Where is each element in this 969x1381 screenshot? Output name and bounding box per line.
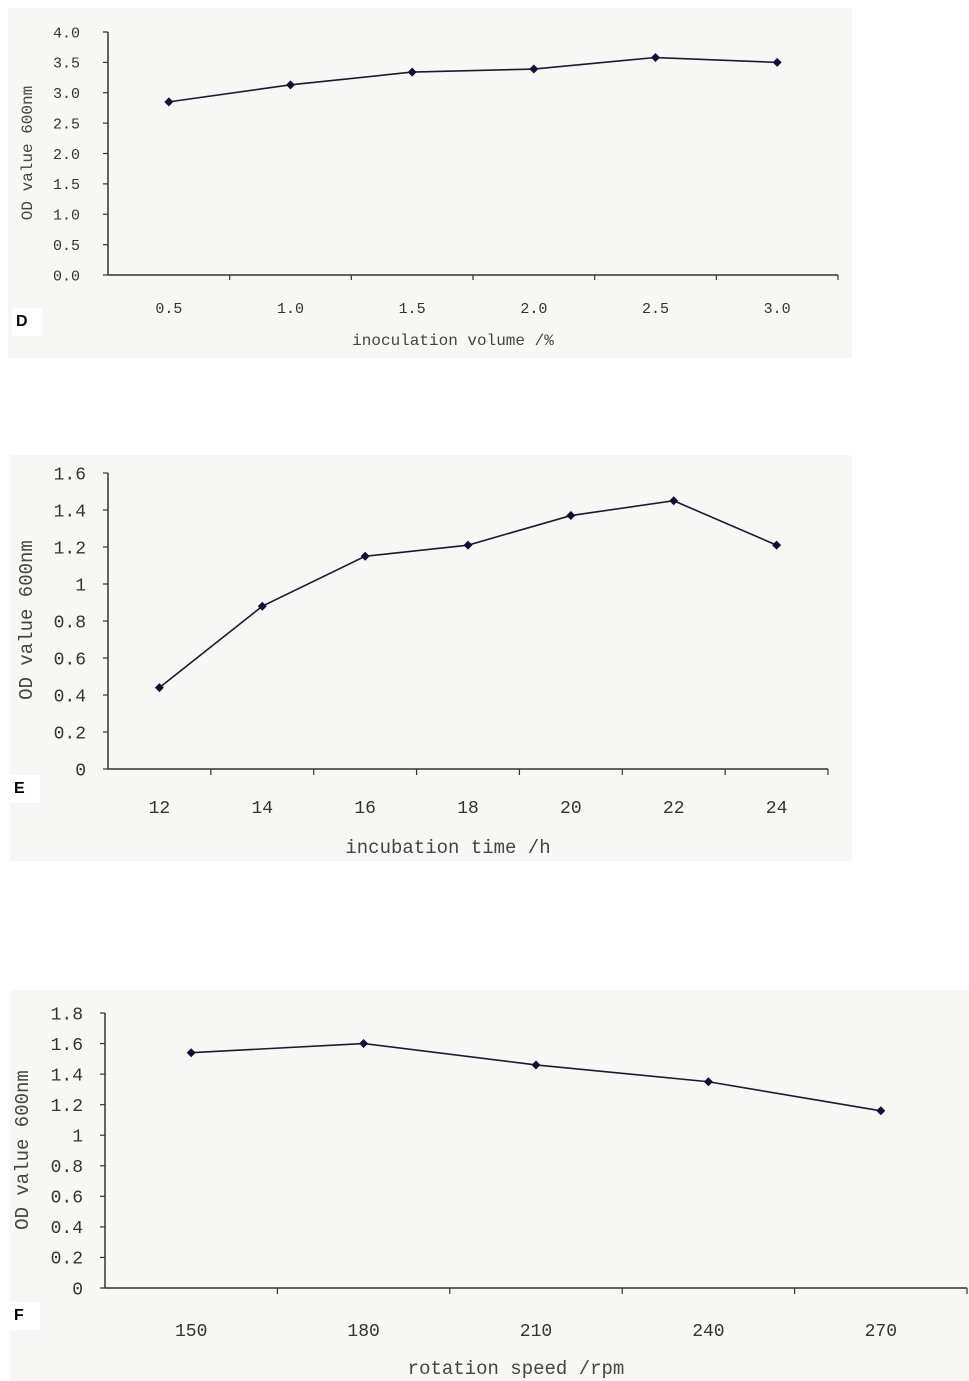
y-tick-label: 2.5	[53, 116, 80, 133]
y-tick-label: 0.6	[51, 1189, 83, 1209]
x-tick-label: 2.5	[642, 301, 669, 318]
x-tick-label: 1.5	[399, 301, 426, 318]
y-tick-label: 0.8	[54, 613, 86, 633]
panel-letter-f: F	[10, 1302, 40, 1330]
y-tick-label: 1.8	[51, 1005, 83, 1025]
chart-panel-e: 0 0.2 0.4 0.6 0.8 1 1.2 1.4 1.6 12 14 16 18 20 22 24 inc…	[10, 455, 852, 861]
x-tick-label: 14	[251, 799, 273, 819]
data-point	[669, 496, 679, 506]
y-tick-label: 4.0	[53, 25, 80, 42]
y-tick-label: 0	[72, 1280, 83, 1300]
y-axis-title: OD value 600nm	[16, 540, 38, 700]
chart-panel-d: 0.0 0.5 1.0 1.5 2.0 2.5 3.0 3.5 4.0 0.5 1.0 1.5 2.0 2…	[8, 8, 852, 358]
panel-letter-e: E	[10, 775, 40, 803]
panel-letter-d: D	[12, 308, 42, 336]
y-tick-label: 1	[75, 576, 86, 596]
x-tick-label: 3.0	[764, 301, 791, 318]
x-tick-label: 20	[560, 799, 582, 819]
x-axis-title: rotation speed /rpm	[408, 1358, 625, 1380]
y-tick-label: 1.5	[53, 177, 80, 194]
data-point	[286, 80, 295, 90]
series-line	[191, 1042, 881, 1112]
x-tick-label: 16	[354, 799, 376, 819]
series-line	[168, 56, 778, 103]
chart-e-svg: 0 0.2 0.4 0.6 0.8 1 1.2 1.4 1.6 12 14 16 18 20 22 24 inc…	[16, 465, 829, 859]
x-axis-title: incubation time /h	[345, 837, 550, 859]
x-tick-label: 180	[347, 1322, 379, 1342]
x-tick-label: 0.5	[155, 301, 182, 318]
x-tick-label: 270	[865, 1322, 897, 1342]
data-point	[360, 551, 370, 561]
y-tick-label: 0	[75, 761, 86, 781]
data-point	[651, 53, 660, 63]
data-point	[257, 601, 267, 611]
y-tick-label: 0.0	[53, 268, 80, 285]
data-point	[531, 1060, 541, 1070]
y-axis-title: OD value 600nm	[19, 86, 37, 220]
x-tick-label: 12	[149, 799, 171, 819]
y-tick-label: 0.4	[51, 1219, 83, 1239]
y-tick-label: 1	[72, 1128, 83, 1148]
data-point	[407, 67, 417, 77]
chart-panel-f: 0 0.2 0.4 0.6 0.8 1 1.2 1.4 1.6 1.8 150 180 210 240 27…	[10, 990, 969, 1381]
data-point	[154, 683, 164, 693]
chart-f-svg: 0 0.2 0.4 0.6 0.8 1 1.2 1.4 1.6 1.8 150 180 210 240 27…	[12, 1005, 968, 1380]
data-point	[164, 97, 174, 107]
x-axis-title: inoculation volume /%	[352, 332, 554, 350]
y-tick-label: 0.2	[54, 724, 86, 744]
x-tick-label: 1.0	[277, 301, 304, 318]
data-point	[463, 540, 473, 550]
y-tick-label: 1.2	[51, 1097, 83, 1117]
y-tick-label: 2.0	[53, 147, 80, 164]
data-point	[772, 57, 782, 67]
y-tick-label: 0.8	[51, 1158, 83, 1178]
y-tick-label: 0.6	[54, 650, 86, 670]
data-point	[876, 1106, 886, 1116]
x-tick-label: 18	[457, 799, 479, 819]
y-tick-label: 1.0	[53, 208, 80, 225]
data-point	[529, 64, 539, 74]
x-tick-label: 210	[520, 1322, 552, 1342]
x-tick-label: 150	[175, 1322, 207, 1342]
y-tick-label: 1.4	[51, 1066, 83, 1086]
y-tick-label: 1.6	[51, 1036, 83, 1056]
y-tick-label: 3.0	[53, 86, 80, 103]
y-tick-label: 1.4	[54, 502, 86, 522]
x-tick-label: 240	[692, 1322, 724, 1342]
data-point	[359, 1039, 369, 1049]
data-point	[772, 540, 782, 550]
y-tick-label: 1.2	[54, 539, 86, 559]
y-tick-label: 0.4	[54, 687, 86, 707]
x-tick-label: 24	[766, 799, 788, 819]
y-tick-label: 0.5	[53, 238, 80, 255]
y-tick-label: 1.6	[54, 465, 86, 485]
x-tick-label: 2.0	[520, 301, 547, 318]
y-tick-label: 3.5	[53, 56, 80, 73]
data-point	[566, 511, 576, 521]
data-point	[703, 1077, 713, 1087]
x-tick-label: 22	[663, 799, 685, 819]
data-point	[186, 1048, 196, 1058]
chart-d-svg: 0.0 0.5 1.0 1.5 2.0 2.5 3.0 3.5 4.0 0.5 1.0 1.5 2.0 2…	[19, 25, 839, 350]
y-tick-label: 0.2	[51, 1250, 83, 1270]
series-line	[158, 499, 777, 689]
y-axis-title: OD value 600nm	[12, 1070, 34, 1230]
